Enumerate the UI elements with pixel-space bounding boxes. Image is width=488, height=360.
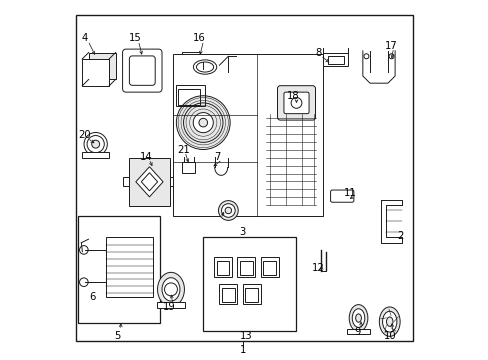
- Text: 15: 15: [128, 33, 141, 43]
- Bar: [263, 261, 276, 275]
- Text: 12: 12: [311, 263, 324, 273]
- Ellipse shape: [351, 309, 364, 327]
- Text: 14: 14: [139, 152, 152, 162]
- Bar: [88, 53, 115, 80]
- FancyBboxPatch shape: [284, 92, 308, 114]
- Ellipse shape: [355, 314, 361, 322]
- Bar: [78, 216, 160, 323]
- FancyBboxPatch shape: [330, 190, 353, 202]
- Bar: [128, 158, 170, 206]
- Bar: [82, 59, 109, 86]
- Ellipse shape: [84, 132, 107, 156]
- Bar: [242, 284, 260, 304]
- Text: 17: 17: [385, 41, 397, 50]
- Bar: [327, 55, 343, 64]
- Text: 19: 19: [163, 302, 175, 312]
- Bar: [239, 261, 252, 275]
- Ellipse shape: [218, 201, 238, 220]
- Text: 1: 1: [239, 345, 245, 355]
- Bar: [156, 302, 185, 308]
- Ellipse shape: [221, 204, 235, 217]
- Ellipse shape: [386, 317, 392, 326]
- Text: 7: 7: [214, 152, 221, 162]
- Bar: [172, 54, 323, 216]
- Bar: [178, 89, 199, 105]
- Circle shape: [176, 96, 230, 149]
- Text: 13: 13: [240, 331, 252, 341]
- Bar: [182, 51, 199, 58]
- Bar: [203, 237, 296, 330]
- Ellipse shape: [348, 305, 367, 332]
- Ellipse shape: [224, 207, 231, 214]
- Circle shape: [193, 113, 213, 133]
- Text: 16: 16: [193, 33, 205, 43]
- Bar: [237, 257, 255, 277]
- Bar: [176, 85, 204, 107]
- Text: 3: 3: [239, 227, 245, 237]
- Bar: [260, 257, 278, 277]
- Circle shape: [80, 278, 88, 287]
- Circle shape: [199, 118, 207, 127]
- Bar: [182, 162, 195, 173]
- Ellipse shape: [92, 140, 100, 148]
- Bar: [222, 288, 234, 302]
- Bar: [346, 329, 369, 334]
- Text: 18: 18: [286, 91, 299, 101]
- Bar: [323, 53, 348, 66]
- Text: 4: 4: [81, 33, 88, 43]
- Text: 10: 10: [383, 331, 395, 341]
- Text: 20: 20: [79, 130, 91, 140]
- Text: 21: 21: [177, 144, 189, 154]
- FancyBboxPatch shape: [277, 86, 315, 120]
- Text: 6: 6: [89, 292, 95, 302]
- Ellipse shape: [379, 307, 399, 336]
- Circle shape: [80, 246, 88, 254]
- Bar: [123, 177, 128, 186]
- Text: 8: 8: [314, 48, 321, 58]
- Bar: [106, 237, 153, 297]
- Bar: [214, 257, 231, 277]
- Bar: [219, 284, 237, 304]
- Bar: [82, 152, 109, 158]
- Bar: [244, 288, 258, 302]
- Bar: [216, 261, 229, 275]
- Text: 9: 9: [353, 327, 360, 337]
- Ellipse shape: [162, 278, 180, 301]
- Polygon shape: [136, 167, 163, 197]
- Ellipse shape: [382, 311, 396, 332]
- Text: 5: 5: [114, 331, 120, 341]
- Text: 2: 2: [396, 231, 403, 240]
- Text: 11: 11: [343, 188, 356, 198]
- Ellipse shape: [157, 273, 184, 306]
- Bar: [170, 177, 175, 186]
